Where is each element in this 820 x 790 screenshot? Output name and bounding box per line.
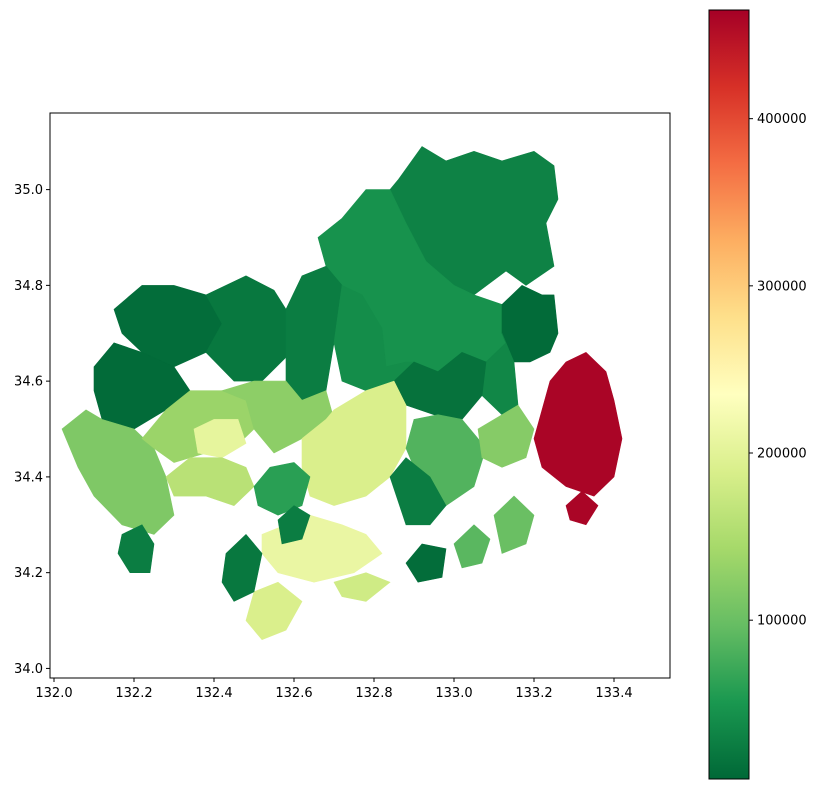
colorbar-gradient xyxy=(708,9,750,780)
x-tick-label: 133.4 xyxy=(595,686,632,701)
colorbar-tick-label: 300000 xyxy=(757,279,807,294)
region-otake xyxy=(117,524,155,574)
y-tick-label: 35.0 xyxy=(14,183,43,198)
region-hiroshima-city-west xyxy=(193,419,247,459)
region-innoshima-south xyxy=(453,524,491,569)
region-fukuyama xyxy=(533,352,623,497)
x-tick-label: 132.6 xyxy=(275,686,312,701)
x-axis: 132.0 132.2 132.4 132.6 132.8 133.0 133.2 133.4 xyxy=(35,678,633,701)
region-north-east-inner xyxy=(501,285,559,363)
y-tick-label: 34.8 xyxy=(14,279,43,294)
region-south-islands xyxy=(245,581,303,641)
y-axis: 34.0 34.2 34.4 34.6 34.8 35.0 xyxy=(14,183,50,677)
region-central-east-north xyxy=(393,352,487,420)
x-tick-label: 132.4 xyxy=(195,686,232,701)
region-takehara xyxy=(389,457,447,526)
region-north-central-west xyxy=(285,265,343,401)
region-onomichi-north xyxy=(477,404,535,468)
region-etajima xyxy=(221,533,263,602)
choropleth-layer xyxy=(61,146,623,641)
region-central-north xyxy=(333,284,415,392)
y-tick-label: 34.6 xyxy=(14,375,43,390)
axes-frame xyxy=(49,112,671,679)
colorbar: 100000 200000 300000 400000 xyxy=(708,9,807,780)
x-tick-label: 132.8 xyxy=(355,686,392,701)
region-innoshima xyxy=(493,495,535,554)
region-kaita-area xyxy=(253,462,311,516)
region-hiroshima-city-south xyxy=(165,457,255,506)
x-tick-label: 133.2 xyxy=(515,686,552,701)
region-osakikamijima xyxy=(405,543,447,583)
region-south-small-islands xyxy=(333,572,391,602)
region-north-west-2 xyxy=(205,275,287,382)
y-tick-label: 34.0 xyxy=(14,662,43,677)
colorbar-tick-label: 100000 xyxy=(757,614,807,629)
region-fukuyama-coast xyxy=(565,490,599,526)
region-kumano xyxy=(277,505,311,545)
x-tick-label: 132.2 xyxy=(115,686,152,701)
colorbar-tick-label: 400000 xyxy=(757,112,807,127)
x-tick-label: 132.0 xyxy=(35,686,72,701)
x-tick-label: 133.0 xyxy=(435,686,472,701)
colorbar-tick-label: 200000 xyxy=(757,447,807,462)
y-tick-label: 34.2 xyxy=(14,566,43,581)
y-tick-label: 34.4 xyxy=(14,470,43,485)
region-east-north-strip xyxy=(481,333,519,416)
